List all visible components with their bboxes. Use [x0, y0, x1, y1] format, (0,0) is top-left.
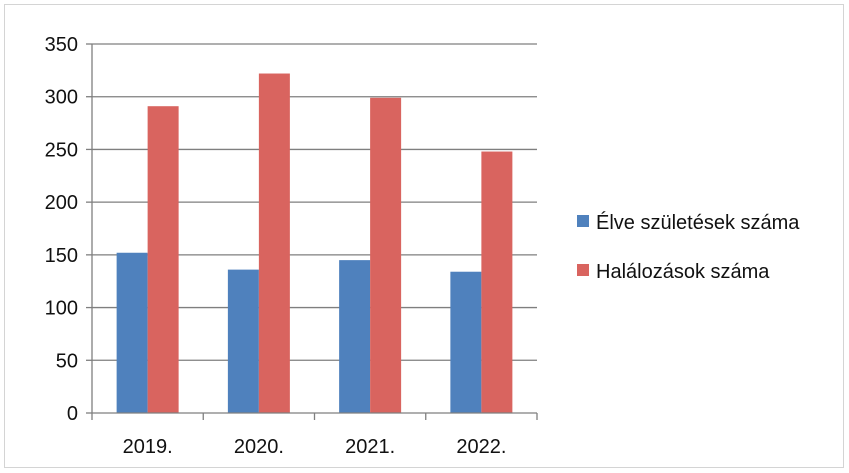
x-axis-tick-labels: 2019. 2020. 2021. 2022. [123, 436, 507, 458]
y-tick-label: 300 [45, 87, 78, 109]
bar-deaths-2020 [258, 73, 290, 414]
x-tick-label: 2019. [123, 436, 173, 458]
bars [116, 73, 513, 414]
bar-births-2020 [227, 269, 259, 413]
x-tick-label: 2020. [234, 436, 284, 458]
y-tick-label: 50 [56, 350, 78, 372]
legend-label: Élve születések száma [596, 211, 800, 234]
axes [86, 43, 538, 420]
y-tick-label: 250 [45, 139, 78, 161]
x-tick-label: 2021. [345, 436, 395, 458]
bar-births-2019 [116, 252, 148, 413]
y-tick-label: 350 [45, 34, 78, 56]
bar-deaths-2021 [370, 97, 402, 414]
x-tick-label: 2022. [456, 436, 506, 458]
bar-deaths-2019 [147, 106, 179, 414]
y-axis-tick-labels: 0 50 100 150 200 250 300 350 [45, 34, 78, 425]
bar-deaths-2022 [481, 151, 513, 413]
y-tick-label: 100 [45, 298, 78, 320]
y-tick-label: 150 [45, 245, 78, 267]
legend-swatch [577, 264, 589, 276]
legend-swatch [577, 215, 589, 227]
bar-births-2021 [339, 260, 371, 413]
y-tick-label: 0 [67, 403, 78, 425]
bar-births-2022 [450, 271, 482, 413]
y-tick-label: 200 [45, 192, 78, 214]
legend: Élve születések száma Halálozások száma [577, 211, 800, 283]
legend-label: Halálozások száma [596, 261, 770, 283]
